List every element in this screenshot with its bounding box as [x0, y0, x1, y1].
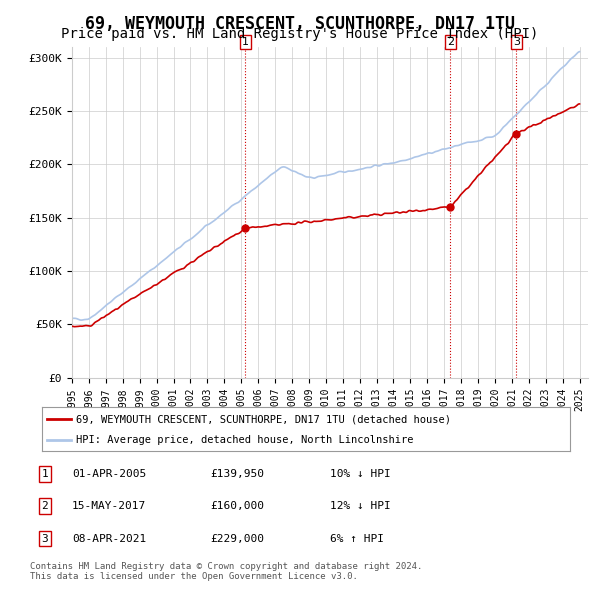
Text: £139,950: £139,950: [210, 469, 264, 478]
Text: HPI: Average price, detached house, North Lincolnshire: HPI: Average price, detached house, Nort…: [76, 435, 414, 445]
Text: 6% ↑ HPI: 6% ↑ HPI: [330, 534, 384, 543]
Text: £229,000: £229,000: [210, 534, 264, 543]
Text: Price paid vs. HM Land Registry's House Price Index (HPI): Price paid vs. HM Land Registry's House …: [61, 27, 539, 41]
Text: Contains HM Land Registry data © Crown copyright and database right 2024.
This d: Contains HM Land Registry data © Crown c…: [30, 562, 422, 581]
Text: 1: 1: [242, 37, 249, 47]
Text: £160,000: £160,000: [210, 502, 264, 511]
Text: 08-APR-2021: 08-APR-2021: [72, 534, 146, 543]
Text: 69, WEYMOUTH CRESCENT, SCUNTHORPE, DN17 1TU (detached house): 69, WEYMOUTH CRESCENT, SCUNTHORPE, DN17 …: [76, 415, 451, 424]
Text: 3: 3: [41, 534, 49, 543]
Text: 2: 2: [447, 37, 454, 47]
Text: 01-APR-2005: 01-APR-2005: [72, 469, 146, 478]
Text: 12% ↓ HPI: 12% ↓ HPI: [330, 502, 391, 511]
Text: 1: 1: [41, 469, 49, 478]
Text: 2: 2: [41, 502, 49, 511]
Text: 10% ↓ HPI: 10% ↓ HPI: [330, 469, 391, 478]
Text: 15-MAY-2017: 15-MAY-2017: [72, 502, 146, 511]
Text: 69, WEYMOUTH CRESCENT, SCUNTHORPE, DN17 1TU: 69, WEYMOUTH CRESCENT, SCUNTHORPE, DN17 …: [85, 15, 515, 33]
Text: 3: 3: [513, 37, 520, 47]
